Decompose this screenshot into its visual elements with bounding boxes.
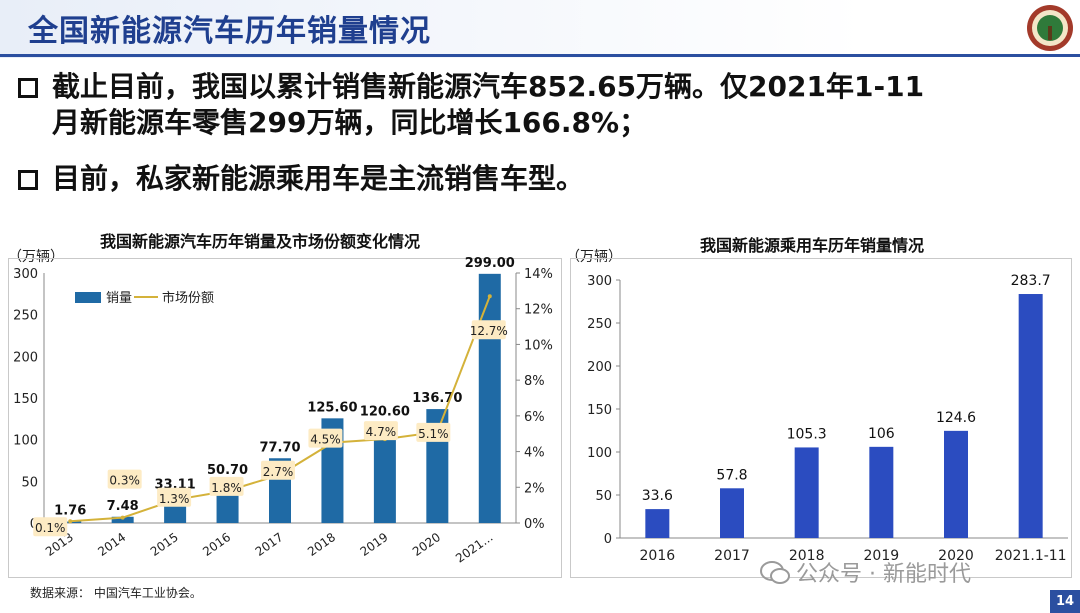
right-y-tick-label: 200 — [587, 360, 612, 375]
market-share-point — [487, 294, 492, 299]
passenger-bar-label: 33.6 — [642, 488, 673, 504]
right-y-tick-label: 50 — [595, 489, 612, 504]
right-x-tick-label: 2021.1-11 — [995, 548, 1067, 564]
sales-bar — [111, 516, 134, 523]
market-share-label-bg — [416, 422, 451, 442]
legend-share-label: 市场份额 — [162, 290, 214, 306]
market-share-label: 0.3% — [109, 474, 140, 488]
left-y-tick-label: 300 — [13, 267, 38, 282]
right-x-tick-label: 2016 — [640, 548, 676, 564]
left-chart-panel — [8, 258, 562, 578]
header-band — [0, 0, 1080, 58]
market-share-label-bg — [363, 421, 398, 441]
passenger-sales-bar — [869, 446, 894, 538]
left-y2-tick-label: 0% — [524, 517, 545, 532]
legend-sales-swatch — [75, 292, 101, 303]
sales-bar-label: 7.48 — [107, 499, 139, 514]
right-x-tick-label: 2019 — [864, 548, 900, 564]
page-title: 全国新能源汽车历年销量情况 — [28, 14, 431, 49]
left-y-tick-label: 250 — [13, 309, 38, 324]
bullet-square-icon — [18, 78, 38, 98]
market-share-label: 2.7% — [263, 465, 294, 479]
right-x-tick-label: 2017 — [714, 548, 750, 564]
left-y2-tick-label: 2% — [524, 481, 545, 496]
bullet-1-line-2: 月新能源车零售299万辆，同比增长166.8%； — [52, 106, 648, 139]
bullet-2-line-1: 目前，私家新能源乘用车是主流销售车型。 — [52, 162, 585, 195]
market-share-label-bg — [33, 517, 68, 537]
wechat-icon — [760, 561, 790, 584]
left-y2-tick-label: 6% — [524, 410, 545, 425]
sales-bar-label: 299.00 — [465, 256, 515, 271]
left-y-tick-label: 100 — [13, 434, 38, 449]
sales-bar — [373, 422, 396, 523]
market-share-label: 4.7% — [366, 425, 397, 439]
header-divider — [0, 54, 1080, 57]
data-source-note: 数据来源： 中国汽车工业协会。 — [30, 586, 202, 600]
passenger-bar-label: 124.6 — [936, 410, 976, 426]
market-share-label: 12.7% — [470, 324, 508, 338]
sales-bar-label: 1.76 — [54, 504, 86, 519]
passenger-bar-label: 106 — [868, 426, 895, 442]
market-share-label-bg — [157, 487, 192, 507]
watermark: 公众号 · 新能时代 — [796, 562, 971, 587]
left-y-tick-label: 50 — [21, 475, 38, 490]
bullet-square-icon — [18, 170, 38, 190]
passenger-bar-label: 105.3 — [787, 426, 827, 442]
left-chart-title: 我国新能源汽车历年销量及市场份额变化情况 — [100, 232, 421, 251]
passenger-bar-label: 283.7 — [1011, 273, 1051, 289]
market-share-point — [68, 519, 73, 524]
market-share-label-bg — [107, 469, 142, 489]
passenger-sales-bar — [1018, 294, 1043, 538]
market-share-label-bg — [308, 428, 343, 448]
left-chart-unit: （万辆） — [8, 249, 64, 265]
market-share-label-bg — [261, 460, 295, 480]
passenger-sales-bar — [720, 488, 744, 538]
market-share-label: 4.5% — [310, 433, 341, 447]
right-chart-unit: （万辆） — [566, 249, 622, 265]
page-number: 14 — [1050, 590, 1080, 613]
sales-bar-label: 125.60 — [307, 400, 357, 415]
passenger-sales-bar — [944, 430, 968, 538]
university-seal-icon — [1027, 5, 1073, 51]
market-share-label: 1.8% — [211, 481, 242, 495]
market-share-label: 0.1% — [35, 521, 66, 535]
right-y-tick-label: 100 — [587, 446, 612, 461]
right-chart-panel — [570, 258, 1072, 578]
passenger-sales-bar — [645, 509, 670, 538]
sales-bar-label: 77.70 — [259, 440, 300, 455]
bullet-1-line-1: 截止目前，我国以累计销售新能源汽车852.65万辆。仅2021年1-11 — [52, 70, 925, 103]
left-y2-tick-label: 10% — [524, 338, 553, 353]
left-y-tick-label: 150 — [13, 392, 38, 407]
left-y2-tick-label: 12% — [524, 303, 553, 318]
sales-bar-label: 136.70 — [412, 391, 462, 406]
right-y-tick-label: 300 — [587, 274, 612, 289]
market-share-point — [120, 515, 125, 520]
passenger-bar-label: 57.8 — [716, 467, 747, 483]
market-share-label: 5.1% — [418, 427, 449, 441]
left-y2-tick-label: 4% — [524, 446, 545, 461]
right-x-tick-label: 2018 — [789, 548, 825, 564]
sales-bar-label: 120.60 — [360, 405, 410, 420]
market-share-label-bg — [209, 476, 244, 496]
right-y-tick-label: 250 — [587, 317, 612, 332]
bullet-2: 目前，私家新能源乘用车是主流销售车型。 — [18, 160, 584, 198]
market-share-label: 1.3% — [159, 492, 190, 506]
right-x-tick-label: 2020 — [938, 548, 974, 564]
right-y-tick-label: 0 — [604, 532, 612, 547]
legend-sales-label: 销量 — [106, 291, 132, 306]
right-chart-title: 我国新能源乘用车历年销量情况 — [700, 236, 925, 255]
left-y2-tick-label: 14% — [524, 267, 553, 282]
left-y-tick-label: 200 — [13, 350, 38, 365]
market-share-label-bg — [471, 320, 506, 340]
passenger-sales-bar — [794, 447, 819, 538]
left-y2-tick-label: 8% — [524, 374, 545, 389]
right-y-tick-label: 150 — [587, 403, 612, 418]
sales-bar-label: 50.70 — [207, 463, 248, 478]
bullet-1: 截止目前，我国以累计销售新能源汽车852.65万辆。仅2021年1-11 — [18, 68, 924, 106]
